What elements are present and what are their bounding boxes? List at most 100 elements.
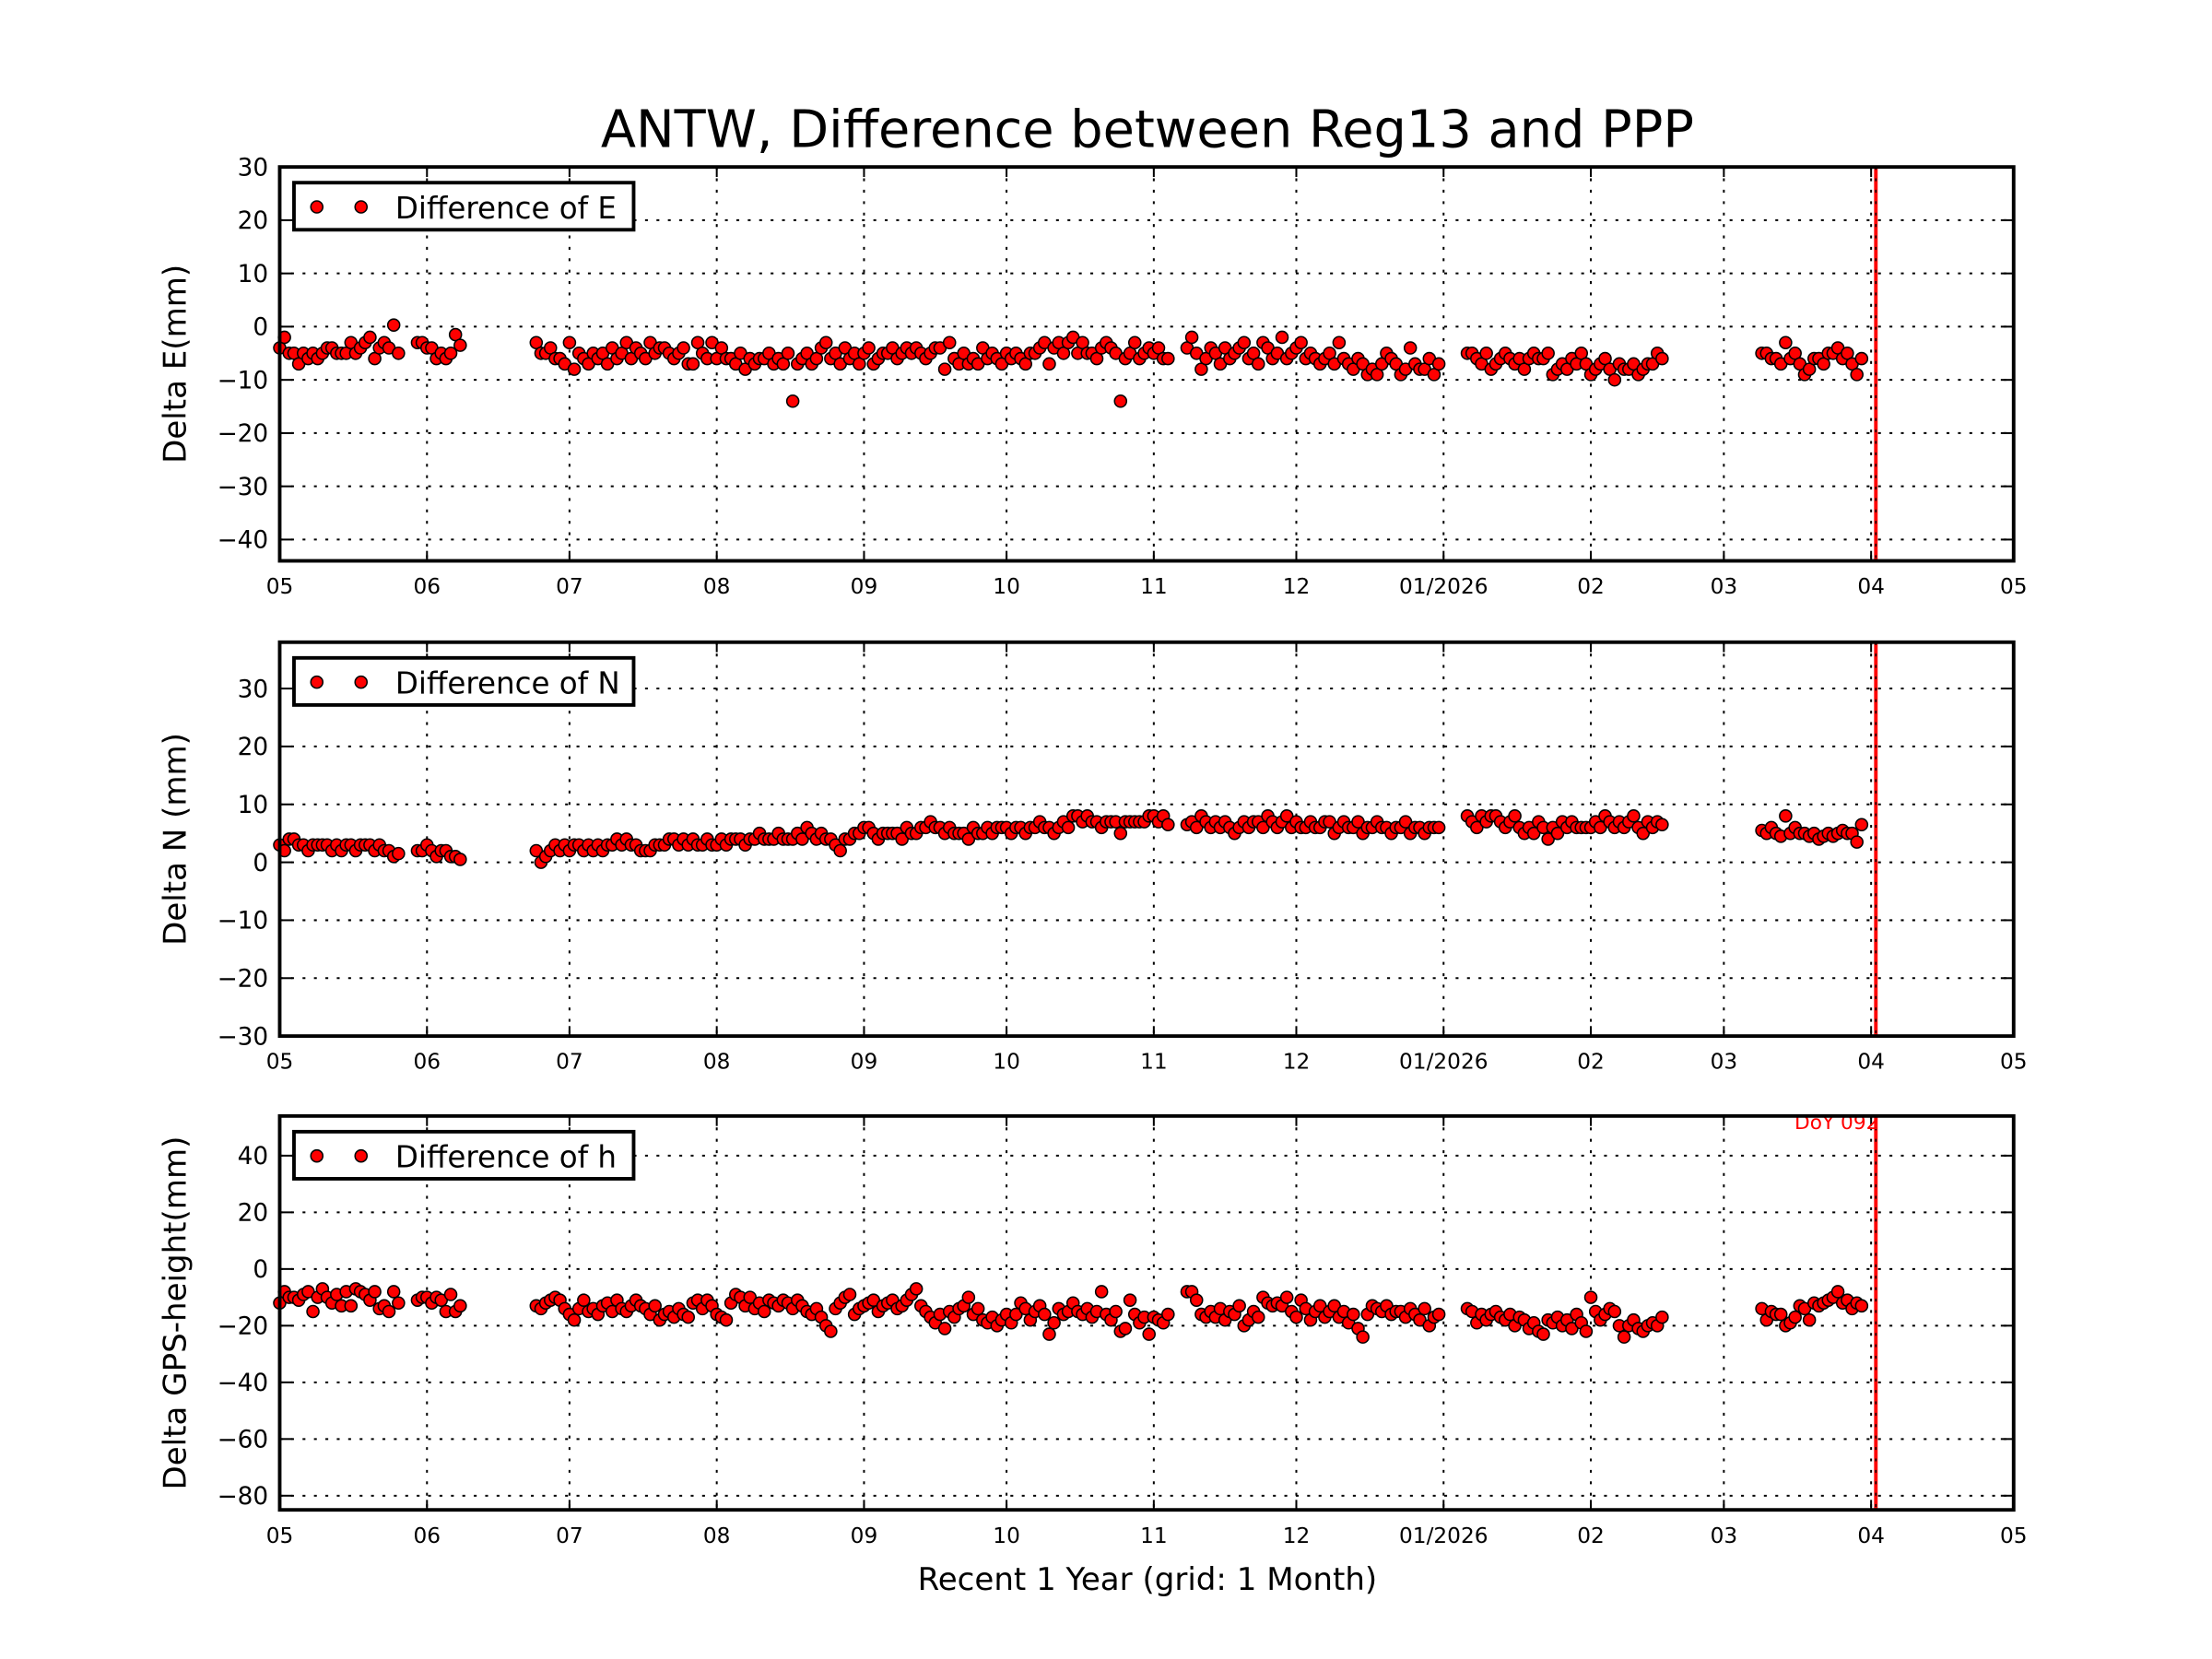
data-point bbox=[1279, 1290, 1294, 1304]
y-tick-label: −30 bbox=[218, 474, 269, 501]
y-tick-label: 30 bbox=[238, 154, 268, 182]
y-tick-label: 20 bbox=[238, 207, 268, 235]
data-point bbox=[1773, 1307, 1788, 1322]
x-tick-label: 06 bbox=[413, 574, 441, 599]
data-point bbox=[1251, 357, 1265, 371]
data-point bbox=[562, 335, 577, 350]
x-tick-label: 03 bbox=[1711, 1524, 1738, 1548]
data-point bbox=[1113, 394, 1128, 408]
data-point bbox=[971, 1301, 985, 1316]
data-point bbox=[1184, 330, 1199, 345]
y-tick-label: −20 bbox=[218, 966, 269, 994]
x-tick-label: 06 bbox=[413, 1524, 441, 1548]
data-point bbox=[1347, 1307, 1360, 1322]
data-point bbox=[1594, 820, 1607, 835]
x-tick-label: 03 bbox=[1711, 1050, 1738, 1075]
x-tick-label: 08 bbox=[703, 1050, 731, 1075]
data-point bbox=[1431, 357, 1446, 371]
data-point bbox=[306, 1304, 320, 1319]
data-point bbox=[1398, 815, 1413, 829]
data-point bbox=[1189, 1293, 1204, 1307]
data-point bbox=[1279, 809, 1294, 823]
x-tick-label: 11 bbox=[1140, 1524, 1168, 1548]
legend-marker bbox=[354, 200, 369, 214]
data-point bbox=[344, 1299, 359, 1313]
legend-box bbox=[292, 1129, 636, 1181]
data-point bbox=[1237, 335, 1252, 350]
data-point bbox=[1142, 1327, 1156, 1341]
data-point bbox=[1802, 1312, 1817, 1327]
data-point bbox=[757, 1304, 771, 1319]
data-point bbox=[1403, 341, 1418, 355]
data-point bbox=[1850, 368, 1864, 382]
panel-1: 05 06 07 08 09 10 11 12 01/2026 02 03 04 05 −40 −30 −20… bbox=[157, 154, 2027, 599]
data-point bbox=[1850, 835, 1864, 849]
data-point bbox=[1627, 809, 1641, 823]
axes-frame bbox=[277, 640, 2016, 1039]
data-point bbox=[1479, 347, 1493, 360]
y-tick-label: 10 bbox=[238, 792, 268, 819]
data-point bbox=[1332, 335, 1347, 350]
data-point bbox=[1779, 809, 1793, 823]
data-point bbox=[443, 347, 458, 360]
data-point bbox=[686, 357, 700, 371]
data-point bbox=[1275, 330, 1289, 345]
x-tick-label: 09 bbox=[851, 574, 878, 599]
legend-label: Difference of N bbox=[395, 666, 620, 701]
panel-3: 05 06 07 08 09 10 11 12 01/2026 02 03 04 05 −80 −60 −40… bbox=[157, 1112, 2027, 1548]
data-point bbox=[453, 338, 467, 352]
legend-box bbox=[292, 655, 636, 707]
data-point bbox=[386, 1285, 401, 1299]
y-tick-label: −10 bbox=[218, 908, 269, 935]
x-tick-label: 12 bbox=[1283, 1524, 1311, 1548]
x-tick-label: 07 bbox=[556, 574, 583, 599]
data-point bbox=[1655, 818, 1669, 832]
x-tick-label: 06 bbox=[413, 1050, 441, 1075]
x-tick-label: 01/2026 bbox=[1399, 1050, 1488, 1075]
data-point bbox=[833, 843, 847, 858]
data-point bbox=[862, 341, 876, 355]
data-point bbox=[842, 1288, 857, 1301]
data-point bbox=[1127, 335, 1142, 350]
data-point bbox=[895, 832, 909, 846]
data-point bbox=[1289, 1310, 1303, 1324]
data-point bbox=[1113, 826, 1128, 841]
data-point bbox=[677, 341, 690, 355]
x-tick-label: 10 bbox=[993, 1050, 1020, 1075]
data-point bbox=[1323, 815, 1336, 829]
x-tick-label: 03 bbox=[1711, 574, 1738, 599]
y-tick-label: 0 bbox=[253, 850, 268, 877]
x-tick-label: 07 bbox=[556, 1050, 583, 1075]
data-point bbox=[1779, 335, 1793, 350]
legend-marker bbox=[310, 200, 324, 214]
data-point bbox=[1118, 1322, 1133, 1335]
data-point bbox=[1189, 820, 1204, 835]
data-point bbox=[937, 362, 952, 376]
x-tick-label: 08 bbox=[703, 1524, 731, 1548]
x-tick-label: 09 bbox=[851, 1050, 878, 1075]
data-point bbox=[1094, 1285, 1109, 1299]
x-tick-label: 02 bbox=[1577, 1524, 1605, 1548]
data-point bbox=[382, 1304, 396, 1319]
x-tick-label: 10 bbox=[993, 574, 1020, 599]
data-point bbox=[443, 1288, 458, 1301]
data-point bbox=[818, 335, 833, 350]
y-tick-label: −30 bbox=[218, 1023, 269, 1051]
x-tick-label: 04 bbox=[1857, 1524, 1885, 1548]
legend: Difference of h bbox=[292, 1129, 636, 1181]
data-point bbox=[1431, 1307, 1446, 1322]
data-point bbox=[1042, 1327, 1056, 1341]
y-tick-label: −10 bbox=[218, 367, 269, 394]
legend-box bbox=[292, 181, 636, 232]
data-point bbox=[392, 846, 406, 861]
axes-frame bbox=[277, 1113, 2016, 1512]
y-tick-label: 40 bbox=[238, 1143, 268, 1171]
data-point bbox=[453, 853, 467, 866]
data-point bbox=[1854, 818, 1869, 832]
y-tick-label: −80 bbox=[218, 1483, 269, 1511]
data-point bbox=[1508, 809, 1522, 823]
data-point bbox=[961, 832, 976, 846]
data-point bbox=[1047, 1315, 1061, 1330]
data-point bbox=[392, 347, 406, 360]
data-point bbox=[1788, 1310, 1802, 1324]
